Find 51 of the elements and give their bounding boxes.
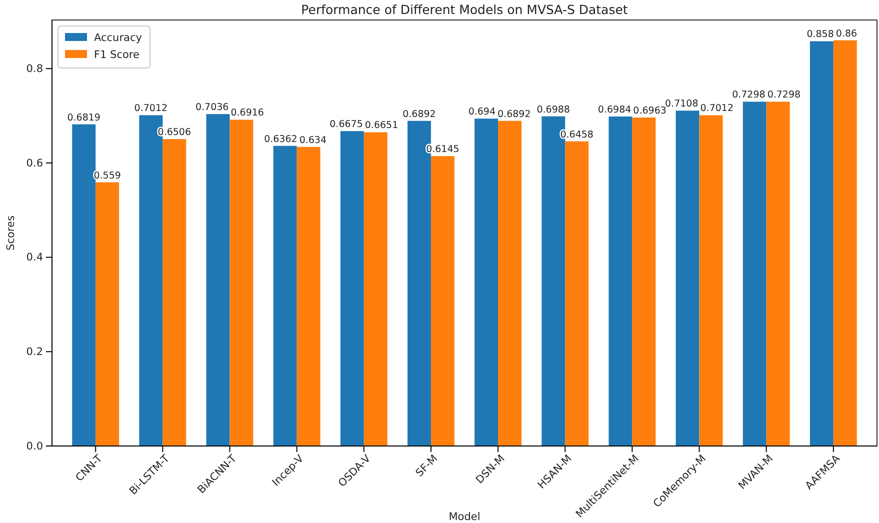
data-label: 0.6819	[67, 112, 100, 124]
y-tick-label: 0.8	[26, 62, 43, 75]
bar	[608, 116, 632, 446]
bar	[162, 139, 186, 446]
y-tick-label: 0.2	[26, 346, 43, 358]
bar	[632, 118, 656, 446]
data-label: 0.7012	[134, 103, 168, 114]
bar	[273, 146, 297, 446]
bar	[565, 141, 589, 446]
data-label: 0.6984	[598, 104, 632, 116]
data-label: 0.6892	[498, 108, 531, 120]
data-label: 0.694	[468, 106, 496, 118]
bar	[206, 114, 230, 446]
legend-label: Accuracy	[94, 32, 142, 44]
bar	[474, 118, 498, 446]
y-tick-label: 0.6	[26, 157, 44, 170]
bar	[742, 102, 766, 446]
data-label: 0.86	[836, 28, 858, 40]
data-label: 0.634	[299, 134, 327, 146]
bar	[699, 115, 723, 446]
bar	[340, 131, 364, 446]
bar	[296, 146, 320, 446]
bar	[676, 110, 700, 446]
data-label: 0.6916	[230, 108, 264, 119]
data-label: 0.7108	[665, 98, 698, 110]
data-label: 0.7298	[732, 90, 766, 101]
data-label: 0.858	[806, 29, 834, 40]
data-label: 0.6362	[264, 134, 298, 145]
y-tick-label: 0.4	[26, 252, 44, 264]
data-label: 0.6988	[536, 104, 570, 116]
data-label: 0.6963	[633, 106, 666, 117]
chart-title: Performance of Different Models on MVSA-S Dataset	[301, 2, 628, 17]
bar	[72, 124, 96, 446]
data-label: 0.7036	[195, 102, 229, 114]
bar	[230, 120, 254, 446]
data-label: 0.6675	[330, 119, 363, 130]
bar	[833, 40, 857, 446]
data-label: 0.6892	[402, 108, 436, 120]
data-label: 0.7298	[767, 90, 801, 101]
x-axis-title: Model	[448, 511, 480, 523]
y-axis-title: Scores	[5, 216, 17, 250]
data-label: 0.7012	[700, 103, 734, 114]
bar	[766, 102, 790, 446]
bar	[430, 156, 454, 446]
bar	[810, 41, 834, 446]
y-tick-label: 0.0	[26, 440, 43, 452]
bar	[498, 120, 522, 446]
bar	[96, 182, 120, 446]
bar	[364, 132, 388, 446]
data-label: 0.6651	[364, 120, 398, 132]
legend-label: F1 Score	[94, 49, 140, 61]
